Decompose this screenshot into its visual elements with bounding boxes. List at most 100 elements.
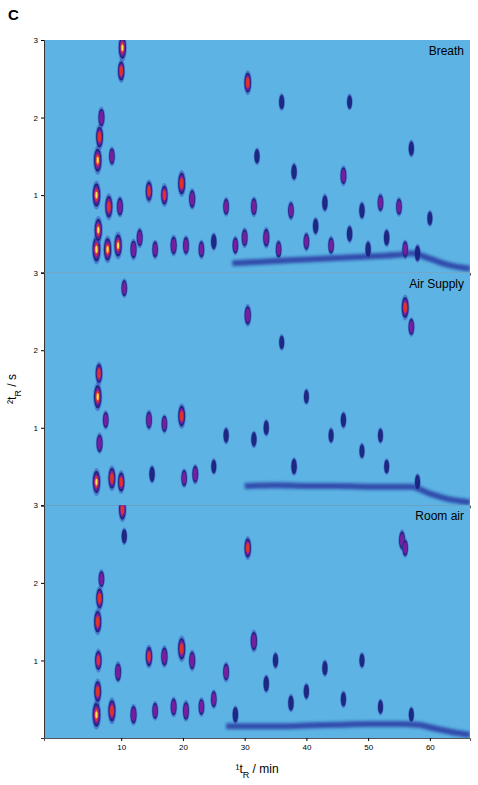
- peak-contour: [359, 654, 364, 668]
- peak-contour: [97, 591, 102, 607]
- peak-contour: [181, 468, 188, 488]
- peak: [93, 608, 102, 635]
- peak-contour: [384, 230, 389, 245]
- peak-contour: [95, 361, 103, 385]
- peak-contour: [415, 475, 420, 490]
- panel: Room air123102030405060: [34, 496, 471, 751]
- peak-contour: [97, 655, 100, 665]
- peak-contour: [171, 239, 176, 253]
- peak: [263, 419, 269, 437]
- peak-contour: [145, 179, 153, 203]
- peak-contour: [233, 237, 239, 253]
- y-axis: 123: [34, 501, 45, 738]
- peak-contour: [95, 651, 102, 670]
- peak-contour: [384, 458, 390, 475]
- peak-contour: [291, 164, 296, 179]
- peak-contour: [119, 505, 126, 519]
- peak: [408, 140, 414, 158]
- peak: [210, 689, 217, 709]
- peak-contour: [162, 416, 168, 432]
- peak-contour: [347, 226, 352, 241]
- peak-contour: [288, 203, 294, 219]
- peak-contour: [177, 635, 186, 662]
- plot-area: [92, 278, 470, 502]
- peak: [94, 648, 102, 672]
- peak-contour: [95, 192, 97, 199]
- peak-contour: [246, 543, 249, 553]
- peak-contour: [264, 231, 269, 245]
- peak-contour: [94, 648, 102, 672]
- peak-contour: [384, 460, 389, 474]
- peak: [340, 690, 346, 708]
- peak-contour: [119, 40, 126, 59]
- peak-contour: [107, 201, 111, 213]
- peak-contour: [119, 477, 122, 487]
- peak-contour: [95, 151, 101, 169]
- peak-contour: [328, 427, 334, 444]
- peak-contour: [244, 538, 251, 557]
- peak-contour: [110, 473, 114, 484]
- peak: [93, 382, 102, 411]
- peak-contour: [378, 700, 383, 714]
- peak-contour: [414, 244, 421, 263]
- peak-contour: [250, 630, 258, 653]
- peak: [130, 238, 138, 260]
- peak-contour: [92, 468, 101, 496]
- peak-contour: [254, 149, 259, 164]
- peak-contour: [328, 236, 335, 256]
- peak: [251, 430, 257, 448]
- peak-contour: [145, 645, 153, 669]
- peak: [303, 388, 309, 405]
- peak: [211, 458, 217, 475]
- peak-contour: [291, 162, 298, 181]
- x-tick-label: 30: [241, 743, 250, 752]
- peak: [92, 700, 102, 730]
- peak-contour: [212, 693, 216, 705]
- peak-contour: [378, 197, 382, 209]
- peak-contour: [120, 42, 124, 54]
- peak-contour: [403, 542, 407, 554]
- peak: [340, 411, 346, 429]
- peak: [377, 427, 383, 444]
- peak-contour: [122, 529, 127, 544]
- peak-contour: [92, 181, 101, 210]
- peak: [241, 227, 248, 248]
- peak: [414, 473, 420, 491]
- peak-contour: [359, 652, 365, 669]
- peak: [188, 649, 196, 671]
- peak: [92, 468, 101, 496]
- peak-contour: [94, 708, 98, 721]
- x-tick-mark: [430, 738, 431, 741]
- peak: [359, 652, 365, 669]
- peak: [223, 197, 230, 217]
- peak-contour: [409, 319, 415, 335]
- peak-contour: [183, 702, 189, 720]
- peak-contour: [377, 193, 384, 213]
- peak-contour: [245, 306, 251, 325]
- peak: [377, 698, 383, 715]
- peak-contour: [340, 165, 347, 186]
- y-tick-label: 3: [34, 269, 39, 278]
- peak-contour: [94, 611, 101, 633]
- peak: [145, 179, 153, 203]
- peak: [359, 443, 365, 460]
- peak-contour: [408, 317, 415, 337]
- peak-contour: [136, 227, 143, 248]
- peak-contour: [170, 696, 177, 717]
- peak: [288, 694, 295, 713]
- peak-contour: [117, 470, 125, 494]
- peak-contour: [246, 77, 250, 88]
- peak: [272, 651, 278, 669]
- peak-contour: [94, 473, 100, 490]
- peak-contour: [96, 653, 101, 668]
- peak-contour: [340, 690, 346, 708]
- peak-contour: [161, 414, 168, 434]
- peak-contour: [163, 190, 166, 200]
- peak: [250, 196, 257, 217]
- peak-contour: [251, 432, 256, 447]
- panel: Breath123: [34, 34, 471, 276]
- peak: [188, 188, 196, 210]
- peak-contour: [291, 457, 298, 476]
- peak-contour: [402, 239, 409, 259]
- peak: [232, 236, 239, 256]
